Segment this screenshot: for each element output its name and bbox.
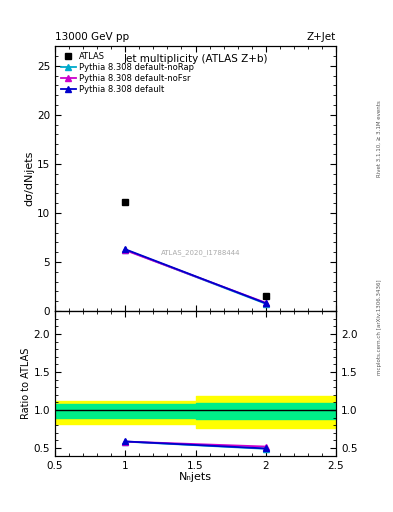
Legend: ATLAS, Pythia 8.308 default-noRap, Pythia 8.308 default-noFsr, Pythia 8.308 defa: ATLAS, Pythia 8.308 default-noRap, Pythi…	[59, 50, 196, 96]
Text: Jet multiplicity (ATLAS Z+b): Jet multiplicity (ATLAS Z+b)	[123, 54, 268, 64]
Line: Pythia 8.308 default-noRap: Pythia 8.308 default-noRap	[122, 247, 269, 307]
Pythia 8.308 default	[263, 300, 268, 306]
ATLAS	[263, 293, 268, 300]
Line: Pythia 8.308 default-noFsr: Pythia 8.308 default-noFsr	[122, 247, 269, 306]
Pythia 8.308 default	[123, 246, 128, 252]
Text: ATLAS_2020_I1788444: ATLAS_2020_I1788444	[162, 249, 241, 256]
Text: Z+Jet: Z+Jet	[307, 32, 336, 42]
Text: Rivet 3.1.10, ≥ 3.1M events: Rivet 3.1.10, ≥ 3.1M events	[377, 100, 382, 177]
Pythia 8.308 default-noRap	[123, 247, 128, 253]
Pythia 8.308 default-noFsr	[263, 300, 268, 306]
Pythia 8.308 default-noFsr	[123, 247, 128, 253]
Line: ATLAS: ATLAS	[122, 199, 269, 300]
Text: mcplots.cern.ch [arXiv:1306.3436]: mcplots.cern.ch [arXiv:1306.3436]	[377, 280, 382, 375]
Y-axis label: dσ/dNₗjets: dσ/dNₗjets	[24, 151, 34, 206]
X-axis label: Nₙjets: Nₙjets	[179, 472, 212, 482]
Pythia 8.308 default-noRap	[263, 301, 268, 307]
Y-axis label: Ratio to ATLAS: Ratio to ATLAS	[21, 348, 31, 419]
ATLAS	[123, 199, 128, 205]
Line: Pythia 8.308 default: Pythia 8.308 default	[122, 246, 269, 306]
Text: 13000 GeV pp: 13000 GeV pp	[55, 32, 129, 42]
